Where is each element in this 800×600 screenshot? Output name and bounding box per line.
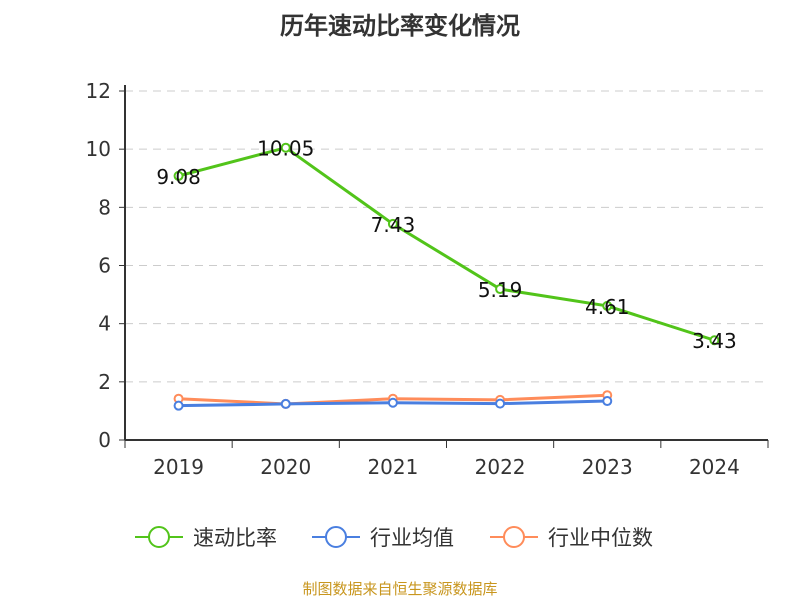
data-point [387, 218, 398, 229]
x-tick-label: 2022 [475, 455, 526, 479]
y-tick-label: 6 [98, 254, 111, 278]
data-point [602, 396, 613, 407]
x-tick-label: 2021 [367, 455, 418, 479]
data-point [602, 300, 613, 311]
y-tick-label: 8 [98, 195, 111, 219]
y-tick-label: 10 [86, 137, 111, 161]
data-label: 7.43 [371, 213, 416, 237]
x-tick-label: 2020 [260, 455, 311, 479]
data-label: 10.05 [257, 137, 314, 161]
data-point [495, 284, 506, 295]
legend-marker [148, 526, 170, 548]
data-point [495, 398, 506, 409]
legend-label: 行业均值 [370, 526, 454, 550]
x-tick-label: 2019 [153, 455, 204, 479]
data-point [709, 335, 720, 346]
legend-marker [503, 526, 525, 548]
data-point [387, 397, 398, 408]
y-tick-label: 12 [86, 79, 111, 103]
y-tick-label: 4 [98, 312, 111, 336]
data-point [173, 400, 184, 411]
series-line-0 [178, 146, 715, 342]
data-point [173, 170, 184, 181]
source-note: 制图数据来自恒生聚源数据库 [302, 580, 498, 598]
y-tick-label: 0 [98, 428, 111, 452]
chart-title: 历年速动比率变化情况 [280, 12, 520, 40]
x-tick-label: 2024 [689, 455, 740, 479]
data-label: 9.08 [156, 165, 201, 189]
data-point [280, 398, 291, 409]
legend-label: 行业中位数 [548, 526, 653, 550]
data-label: 4.61 [585, 295, 630, 319]
y-tick-label: 2 [98, 370, 111, 394]
data-label: 3.43 [692, 329, 737, 353]
legend-marker [325, 526, 347, 548]
legend-label: 速动比率 [193, 526, 277, 550]
x-tick-label: 2023 [582, 455, 633, 479]
data-point [280, 142, 291, 153]
data-label: 5.19 [478, 278, 523, 302]
